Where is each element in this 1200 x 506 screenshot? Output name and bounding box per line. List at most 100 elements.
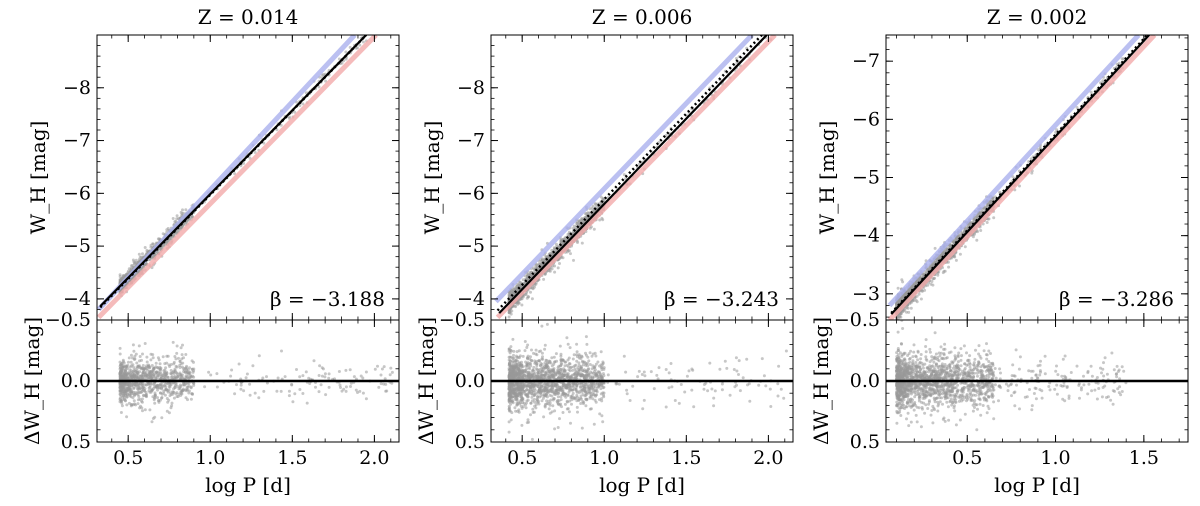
data-point	[507, 315, 511, 319]
residual-point	[192, 360, 195, 364]
residual-point	[593, 385, 597, 389]
data-point	[384, 17, 387, 20]
residual-point	[239, 377, 243, 381]
residual-point	[192, 375, 196, 379]
residual-point	[131, 363, 135, 367]
residual-point	[143, 408, 147, 412]
y-tick-label: −0.5	[45, 309, 91, 331]
residual-point	[141, 374, 145, 378]
residual-point	[601, 420, 605, 424]
residual-point	[150, 376, 154, 380]
residual-point	[344, 368, 348, 372]
data-point	[785, 3, 788, 6]
residual-point	[119, 411, 123, 414]
residual-point	[178, 383, 182, 387]
residual-point	[533, 400, 537, 404]
residual-point	[248, 393, 252, 397]
data-point	[580, 241, 584, 245]
residual-point	[251, 364, 255, 368]
residual-point	[524, 406, 528, 410]
data-point	[175, 214, 179, 218]
residual-point	[181, 361, 185, 365]
residual-point	[160, 387, 164, 391]
data-point	[564, 235, 568, 239]
data-point	[529, 290, 532, 294]
residual-point	[138, 355, 142, 358]
residual-point	[132, 387, 136, 390]
residual-point	[154, 370, 158, 374]
residual-point	[588, 407, 592, 411]
data-point	[137, 252, 141, 256]
residual-point	[537, 402, 541, 406]
residual-point	[549, 361, 553, 365]
residual-point	[174, 357, 178, 361]
residual-point	[295, 368, 298, 371]
residual-point	[275, 389, 279, 393]
residual-point	[133, 402, 137, 406]
residual-point	[141, 384, 144, 387]
data-point	[520, 303, 524, 307]
residual-point	[123, 398, 127, 402]
data-point	[242, 161, 246, 165]
beta-annotation: β = −3.188	[270, 287, 385, 311]
top-plot-area	[97, 7, 392, 320]
residual-point	[192, 381, 196, 385]
residual-point	[327, 385, 331, 389]
residual-point	[515, 401, 519, 405]
data-point	[509, 322, 512, 325]
data-point	[510, 309, 514, 313]
x-tick-label: 1.5	[277, 447, 307, 469]
residual-point	[521, 401, 525, 405]
data-point	[782, 22, 785, 25]
residual-point	[119, 373, 122, 377]
data-point	[530, 297, 534, 301]
residual-point	[301, 392, 305, 395]
residual-point	[140, 406, 144, 410]
residual-point	[135, 365, 139, 369]
y-tick-label: −7	[63, 130, 91, 152]
data-point	[590, 206, 594, 210]
data-point	[180, 212, 184, 216]
y-tick-label: −4	[63, 288, 91, 310]
residual-point	[184, 366, 188, 370]
data-point	[569, 252, 572, 256]
residual-point	[356, 391, 359, 394]
residual-point	[358, 389, 362, 393]
data-point	[141, 252, 144, 256]
y-tick-label: −6	[63, 182, 91, 204]
residual-point	[567, 410, 571, 414]
residual-point	[136, 402, 140, 406]
residual-point	[318, 364, 322, 368]
residual-point	[170, 374, 174, 378]
data-point	[175, 217, 179, 221]
residual-point	[124, 390, 128, 394]
residual-point	[304, 370, 308, 374]
residual-point	[118, 364, 122, 368]
residual-point	[261, 376, 265, 380]
data-point	[553, 264, 557, 268]
residual-point	[169, 372, 173, 376]
residual-point	[380, 367, 384, 371]
residual-point	[507, 358, 511, 362]
residual-point	[144, 383, 148, 387]
residual-point	[168, 391, 172, 395]
residual-point	[130, 374, 134, 378]
y-tick-label: −5	[63, 235, 91, 257]
residual-point	[133, 354, 137, 358]
residual-point	[156, 383, 160, 387]
residual-point	[364, 397, 368, 401]
residual-point	[552, 362, 556, 366]
residual-point	[323, 375, 327, 379]
data-point	[380, 16, 383, 19]
data-point	[389, 7, 392, 10]
residual-point	[390, 370, 394, 374]
data-point	[519, 285, 523, 289]
residual-point	[511, 337, 515, 341]
residual-point	[131, 396, 135, 400]
bottom-plot-area	[491, 322, 793, 441]
residual-point	[319, 383, 323, 387]
residual-point	[248, 382, 252, 386]
data-point	[161, 232, 165, 236]
residual-point	[537, 350, 541, 354]
residual-point	[602, 374, 606, 378]
